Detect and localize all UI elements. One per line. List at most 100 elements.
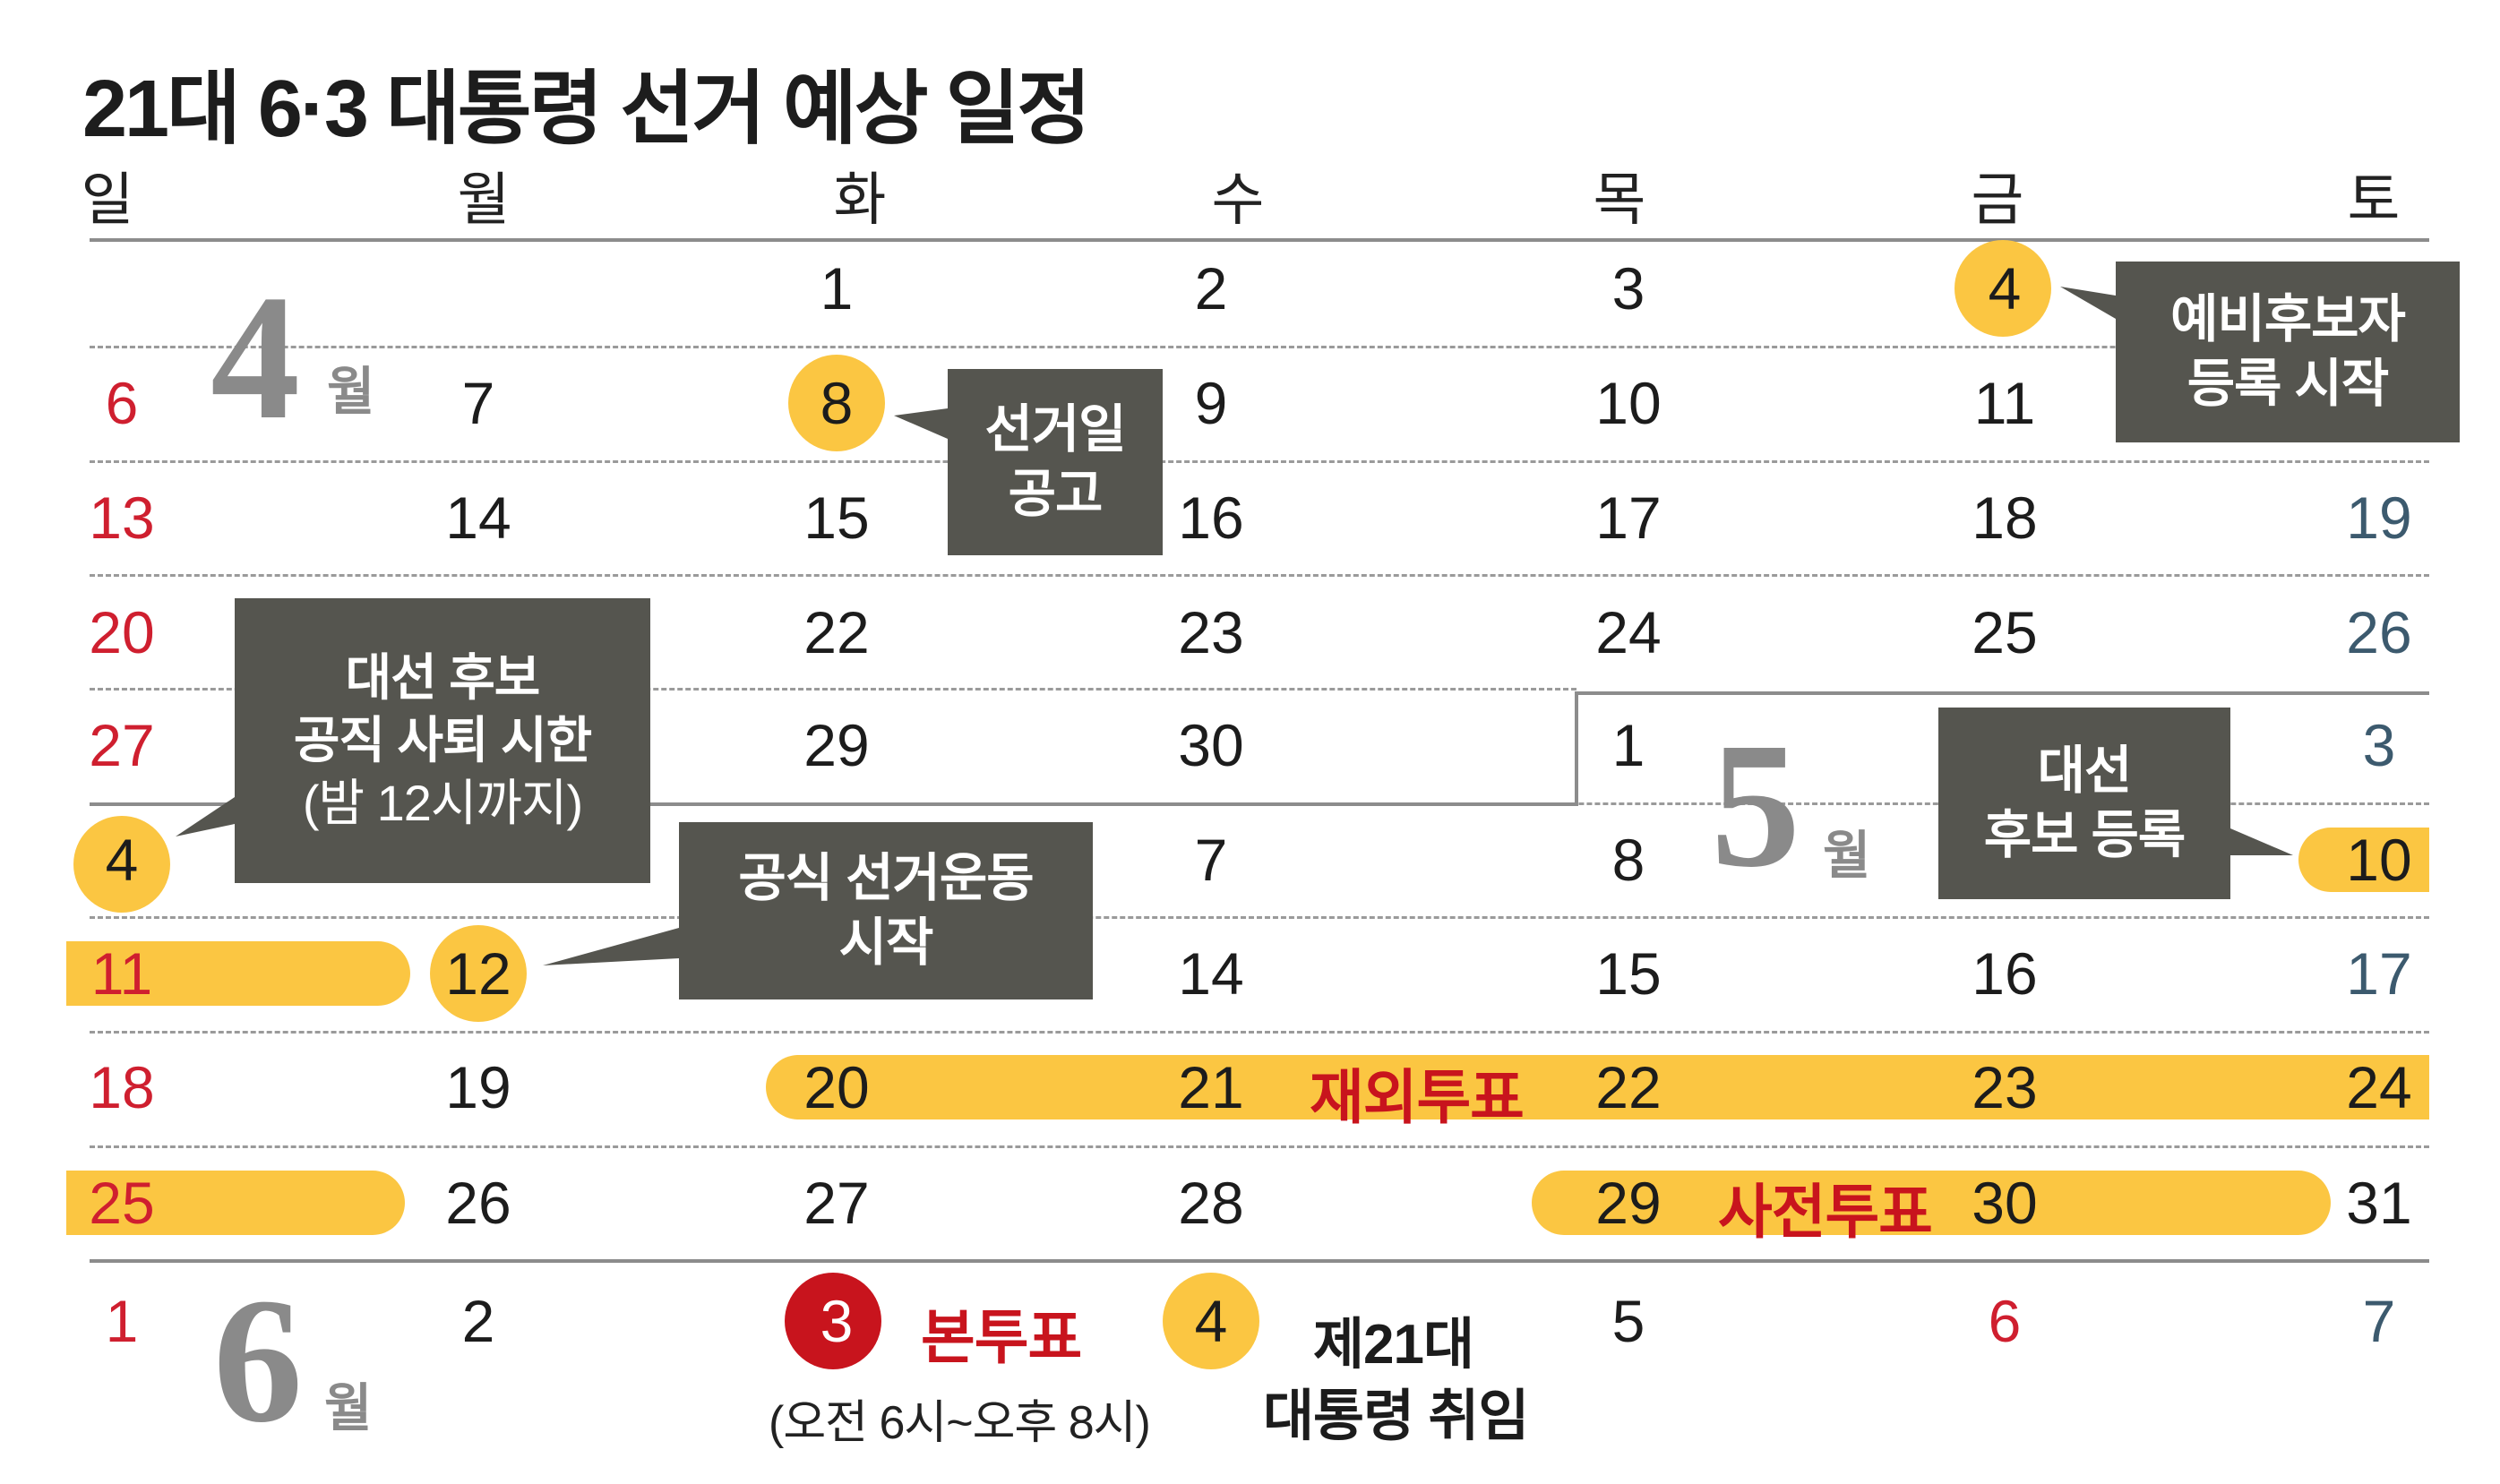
callout-election-announcement: 선거일 공고 — [948, 369, 1163, 555]
highlight-band — [66, 941, 410, 1006]
highlight-band — [2298, 828, 2429, 892]
callout-line: (밤 12시까지) — [302, 775, 583, 831]
may-boundary-bottom — [90, 802, 1578, 806]
day-cell: 3 — [820, 1288, 854, 1354]
highlight-circle — [430, 925, 527, 1022]
day-cell: 21 — [1178, 1054, 1244, 1120]
day-cell: 4 — [105, 827, 139, 893]
callout-line: 후보 등록 — [1983, 806, 2186, 864]
day-cell: 14 — [1178, 940, 1244, 1007]
callout-line: 공직 사퇴 시한 — [293, 712, 592, 768]
highlight-circle — [1954, 240, 2051, 337]
day-cell: 15 — [1595, 940, 1662, 1007]
event-early-vote: 사전투표 — [1718, 1179, 1933, 1245]
callout-resignation-deadline: 대선 후보 공직 사퇴 시한 (밤 12시까지) — [235, 598, 650, 883]
weekday-wed: 수 — [1211, 167, 1265, 232]
month-may-number: 5 — [1711, 707, 1800, 905]
row-divider — [90, 346, 2429, 348]
pointer-resign — [176, 797, 235, 836]
row-divider — [90, 1145, 2429, 1148]
may-boundary-step — [1575, 691, 1578, 806]
month-april-number: 4 — [210, 259, 300, 457]
row-divider — [90, 688, 1576, 691]
day-cell: 25 — [1972, 599, 2038, 665]
pointer-announcement — [894, 408, 948, 439]
day-cell: 12 — [445, 940, 511, 1007]
weekday-fri: 금 — [1971, 167, 2024, 232]
row-divider — [90, 574, 2429, 577]
day-cell: 23 — [1972, 1054, 2038, 1120]
event-inauguration-line1: 제21대 — [1313, 1314, 1474, 1376]
day-cell: 13 — [89, 485, 155, 551]
day-cell: 27 — [803, 1170, 870, 1236]
weekday-sun: 일 — [81, 167, 134, 232]
day-cell: 22 — [803, 599, 870, 665]
day-cell: 16 — [1972, 940, 2038, 1007]
weekday-sat: 토 — [2347, 167, 2401, 232]
day-cell: 31 — [2346, 1170, 2412, 1236]
day-cell: 9 — [1194, 370, 1228, 436]
day-cell: 7 — [2362, 1288, 2396, 1354]
callout-preliminary-registration: 예비후보자 등록 시작 — [2116, 262, 2460, 442]
day-cell: 2 — [461, 1288, 495, 1354]
june-boundary — [90, 1259, 2429, 1263]
event-overseas-vote: 재외투표 — [1310, 1064, 1525, 1130]
day-cell: 7 — [1194, 827, 1228, 893]
day-cell: 26 — [2346, 599, 2412, 665]
day-cell: 27 — [89, 712, 155, 778]
event-main-vote-hours: (오전 6시~오후 8시) — [769, 1397, 1151, 1449]
day-cell: 24 — [2346, 1054, 2412, 1120]
day-cell: 26 — [445, 1170, 511, 1236]
month-june-number: 6 — [213, 1262, 303, 1460]
day-cell: 28 — [1178, 1170, 1244, 1236]
row-divider — [90, 916, 2429, 919]
callout-line: 등록 시작 — [2186, 355, 2390, 413]
day-cell: 25 — [89, 1170, 155, 1236]
day-cell: 14 — [445, 485, 511, 551]
day-cell: 1 — [1611, 712, 1645, 778]
day-cell: 23 — [1178, 599, 1244, 665]
highlight-band — [66, 1171, 405, 1235]
callout-line: 공식 선거운동 — [738, 848, 1034, 907]
day-cell: 3 — [1611, 255, 1645, 322]
day-cell: 1 — [820, 255, 854, 322]
month-may-label: 월 — [1823, 827, 1871, 885]
day-cell: 8 — [1611, 827, 1645, 893]
weekday-tue: 화 — [833, 167, 887, 232]
day-cell: 18 — [1972, 485, 2038, 551]
event-main-vote: 본투표 — [921, 1304, 1082, 1370]
day-cell: 1 — [105, 1288, 139, 1354]
day-cell: 7 — [461, 370, 495, 436]
day-cell: 2 — [1194, 255, 1228, 322]
may-boundary-top — [1575, 691, 2429, 695]
day-cell: 22 — [1595, 1054, 1662, 1120]
row-divider — [90, 1031, 2429, 1034]
day-cell: 6 — [1988, 1288, 2022, 1354]
day-cell: 19 — [445, 1054, 511, 1120]
day-cell: 10 — [2346, 827, 2412, 893]
page-title: 21대 6·3 대통령 선거 예상 일정 — [82, 64, 1091, 154]
highlight-circle — [1163, 1273, 1259, 1369]
day-cell: 15 — [803, 485, 870, 551]
callout-line: 시작 — [838, 914, 934, 972]
day-cell: 24 — [1595, 599, 1662, 665]
day-cell: 18 — [89, 1054, 155, 1120]
weekday-mon: 월 — [457, 167, 511, 232]
day-cell: 16 — [1178, 485, 1244, 551]
callout-line: 대선 — [2037, 741, 2133, 800]
month-june-label: 월 — [324, 1379, 373, 1437]
day-cell: 11 — [90, 940, 153, 1007]
header-rule — [90, 238, 2429, 242]
day-cell: 11 — [1973, 370, 2036, 436]
highlight-band-early-vote — [1532, 1171, 2331, 1235]
pointer-campaign — [543, 928, 679, 965]
day-cell: 19 — [2346, 485, 2412, 551]
highlight-circle — [788, 355, 885, 451]
day-cell: 8 — [820, 370, 854, 436]
day-cell: 4 — [1988, 255, 2022, 322]
day-cell: 4 — [1194, 1288, 1228, 1354]
